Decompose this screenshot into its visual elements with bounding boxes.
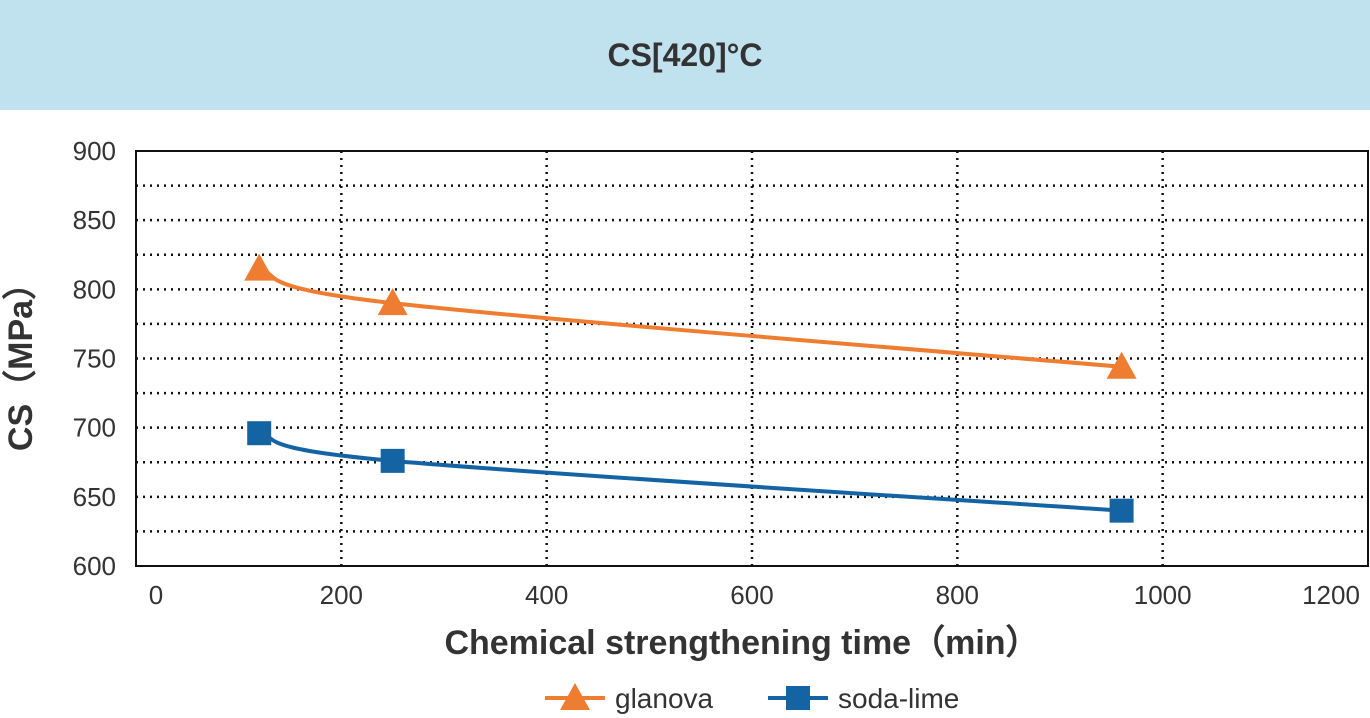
y-tick-label: 700 bbox=[73, 413, 116, 443]
y-tick-label: 650 bbox=[73, 482, 116, 512]
x-tick-label: 200 bbox=[320, 580, 363, 610]
x-tick-label: 400 bbox=[525, 580, 568, 610]
series-soda-lime bbox=[247, 421, 1134, 523]
y-axis-title: CS（MPa） bbox=[1, 266, 40, 451]
x-tick-label: 800 bbox=[936, 580, 979, 610]
x-axis-title: Chemical strengthening time（min） bbox=[444, 623, 1039, 662]
legend-marker bbox=[560, 683, 590, 710]
x-tick-label: 1000 bbox=[1134, 580, 1192, 610]
x-tick-label: 0 bbox=[149, 580, 163, 610]
chart-title: CS[420]°C bbox=[607, 36, 763, 73]
legend-marker bbox=[786, 686, 810, 710]
data-point-soda-lime bbox=[247, 421, 272, 446]
data-point-glanova bbox=[244, 253, 275, 281]
x-tick-label: 600 bbox=[730, 580, 773, 610]
data-point-soda-lime bbox=[1109, 498, 1134, 523]
legend: glanova soda-lime bbox=[545, 683, 959, 714]
series-group bbox=[244, 253, 1137, 523]
data-point-glanova bbox=[1106, 351, 1137, 379]
plot-area bbox=[135, 150, 1369, 567]
legend-item-glanova: glanova bbox=[545, 683, 714, 714]
y-tick-label: 900 bbox=[73, 136, 116, 166]
y-axis-ticks: 600 650 700 750 800 850 900 bbox=[73, 136, 116, 581]
series-glanova bbox=[244, 253, 1137, 379]
legend-label: soda-lime bbox=[838, 683, 959, 714]
data-point-glanova bbox=[377, 288, 408, 316]
series-line-glanova bbox=[258, 266, 1122, 369]
legend-label: glanova bbox=[615, 683, 714, 714]
grid bbox=[136, 151, 1368, 566]
chart-title-banner: CS[420]°C bbox=[0, 0, 1370, 110]
legend-item-soda-lime: soda-lime bbox=[768, 683, 959, 714]
y-tick-label: 850 bbox=[73, 205, 116, 235]
y-tick-label: 750 bbox=[73, 344, 116, 374]
x-tick-label: 1200 bbox=[1302, 580, 1360, 610]
series-line-soda-lime bbox=[258, 431, 1122, 513]
y-tick-label: 600 bbox=[73, 551, 116, 581]
y-tick-label: 800 bbox=[73, 274, 116, 304]
x-axis-ticks: 0 200 400 600 800 1000 1200 bbox=[149, 580, 1360, 610]
data-point-soda-lime bbox=[380, 448, 405, 473]
